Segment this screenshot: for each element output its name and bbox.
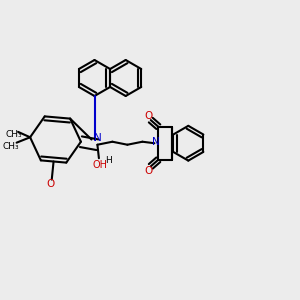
Text: H: H [105, 156, 112, 165]
Text: CH₃: CH₃ [2, 142, 19, 151]
Text: O: O [46, 179, 55, 189]
Text: CH₃: CH₃ [5, 130, 22, 139]
Text: O: O [144, 166, 152, 176]
Text: O: O [144, 111, 152, 121]
Text: N: N [94, 133, 102, 143]
Text: OH: OH [93, 160, 108, 170]
Text: N: N [152, 137, 160, 147]
